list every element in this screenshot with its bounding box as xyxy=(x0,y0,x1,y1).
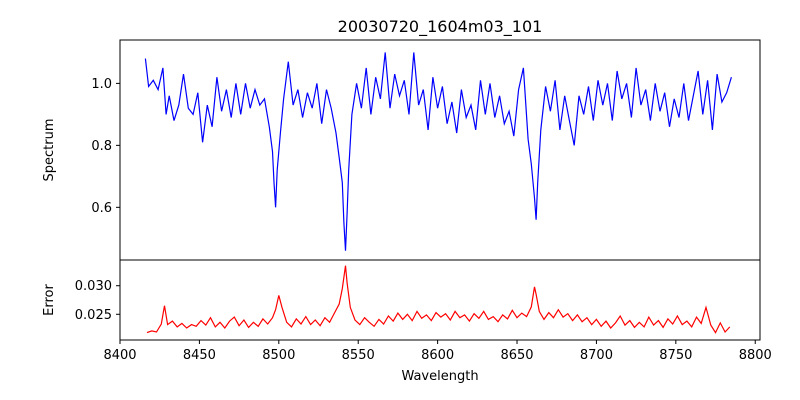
x-tick-label: 8400 xyxy=(103,348,136,363)
spectrum-y-axis: 0.6 0.8 1.0 xyxy=(91,77,120,216)
x-tick-label: 8450 xyxy=(183,348,216,363)
spectrum-y-axis-label: Spectrum xyxy=(42,119,57,182)
x-tick-label: 8700 xyxy=(580,348,613,363)
error-panel: 0.025 0.030 Error xyxy=(42,259,761,341)
x-tick-label: 8600 xyxy=(421,348,454,363)
x-axis: 8400 8450 8500 8550 8600 8650 8700 8750 8800 xyxy=(103,340,772,363)
x-tick-label: 8500 xyxy=(262,348,295,363)
error-plot-frame xyxy=(119,259,761,341)
spectrum-series-line xyxy=(144,52,732,251)
x-tick-label: 8550 xyxy=(342,348,375,363)
x-tick-label: 8750 xyxy=(659,348,692,363)
spectrum-panel: 0.6 0.8 1.0 Spectrum xyxy=(42,39,761,261)
spectrum-y-tick-label: 0.8 xyxy=(91,139,112,154)
chart-title: 20030720_1604m03_101 xyxy=(338,17,543,37)
error-series-line xyxy=(146,265,731,334)
spectrum-y-tick-label: 0.6 xyxy=(91,201,112,216)
x-axis-label: Wavelength xyxy=(401,369,478,384)
error-y-tick-label: 0.025 xyxy=(75,308,112,323)
error-y-axis-label: Error xyxy=(42,284,57,316)
spectrum-y-tick-label: 1.0 xyxy=(91,77,112,92)
x-tick-label: 8650 xyxy=(500,348,533,363)
x-tick-label: 8800 xyxy=(739,348,772,363)
error-y-tick-label: 0.030 xyxy=(75,279,112,294)
error-y-axis: 0.025 0.030 xyxy=(75,279,120,323)
